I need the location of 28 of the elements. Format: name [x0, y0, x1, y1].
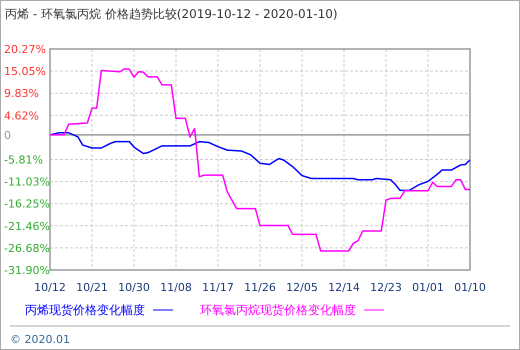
y-tick-label: 20.27% [4, 43, 46, 56]
text: © 2020.01 [10, 333, 70, 346]
y-tick-label: -11.03% [4, 176, 50, 189]
y-tick-label: -31.90% [4, 264, 50, 277]
x-tick-label: 12/23 [370, 281, 402, 294]
x-tick-label: 11/08 [160, 281, 192, 294]
x-tick-label: 12/14 [328, 281, 360, 294]
y-tick-label: -21.46% [4, 220, 50, 233]
legend-label: 环氧氯丙烷现货价格变化幅度 [200, 303, 356, 317]
x-tick-label: 10/21 [76, 281, 108, 294]
x-tick-label: 11/17 [202, 281, 234, 294]
y-tick-label: 15.05% [4, 65, 46, 78]
y-tick-label: -5.81% [4, 153, 43, 166]
line-series [49, 68, 471, 252]
line-series [49, 132, 471, 192]
y-tick-label: 9.83% [4, 87, 39, 100]
x-tick-label: 10/12 [34, 281, 66, 294]
legend-label: 丙烯现货价格变化幅度 [25, 303, 145, 317]
x-tick-label: 01/10 [454, 281, 486, 294]
y-tick-label: -16.25% [4, 198, 50, 211]
y-tick-label: -26.68% [4, 242, 50, 255]
x-tick-label: 11/26 [244, 281, 276, 294]
x-tick-label: 12/05 [286, 281, 318, 294]
y-tick-label: 0 [4, 128, 11, 142]
y-tick-label: 4.62% [4, 109, 39, 122]
x-tick-label: 10/30 [118, 281, 150, 294]
chart-title: 丙烯 - 环氧氯丙烷 价格趋势比较(2019-10-12 - 2020-01-10) [5, 7, 338, 21]
x-tick-label: 01/01 [412, 281, 444, 294]
